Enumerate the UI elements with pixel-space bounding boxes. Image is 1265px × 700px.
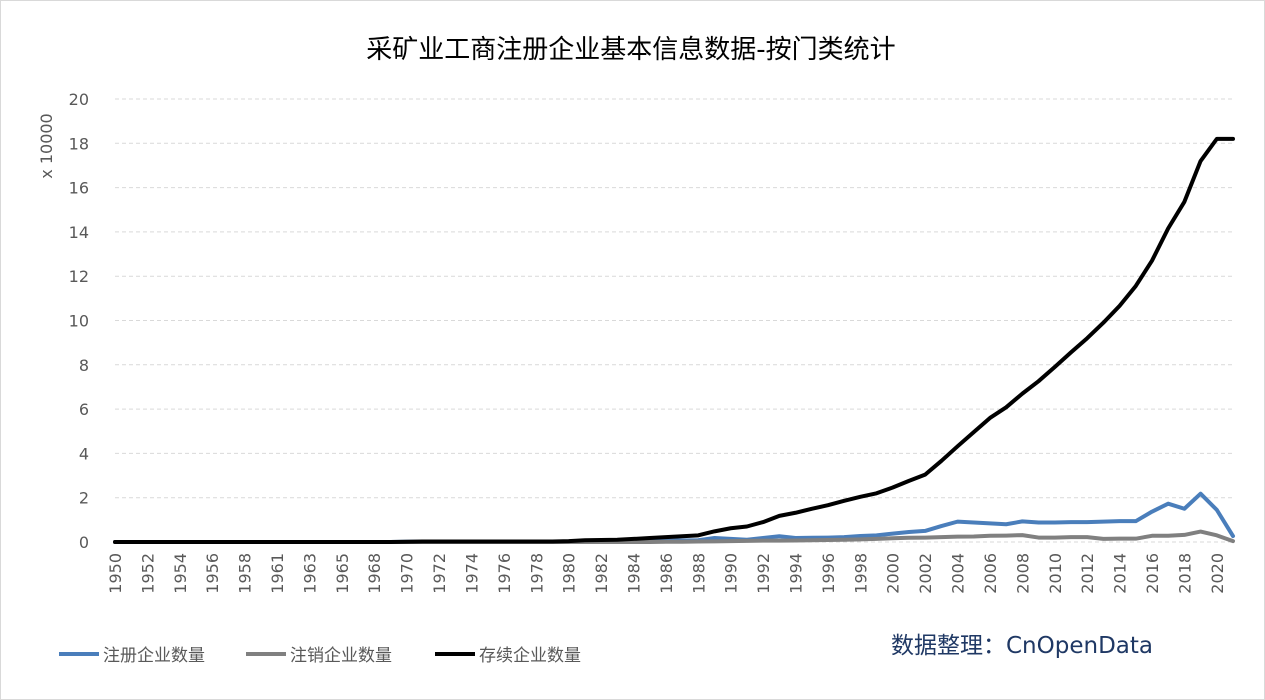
x-tick-label: 1972 xyxy=(430,553,449,594)
y-tick-label: 4 xyxy=(79,444,89,463)
x-tick-label: 2004 xyxy=(949,553,968,594)
x-tick-label: 1986 xyxy=(657,553,676,594)
x-tick-label: 1970 xyxy=(398,553,417,594)
x-tick-label: 1974 xyxy=(462,553,481,594)
x-tick-label: 1980 xyxy=(560,553,579,594)
legend-label: 注册企业数量 xyxy=(103,646,205,666)
x-tick-label: 1958 xyxy=(236,553,255,594)
x-tick-label: 2010 xyxy=(1046,553,1065,594)
x-tick-label: 1990 xyxy=(722,553,741,594)
y-axis-label: x 10000 xyxy=(37,113,56,178)
x-tick-label: 1963 xyxy=(300,553,319,594)
chart-title: 采矿业工商注册企业基本信息数据-按门类统计 xyxy=(366,35,895,65)
legend-label: 注销企业数量 xyxy=(290,646,392,666)
x-tick-label: 2002 xyxy=(916,553,935,594)
y-tick-label: 12 xyxy=(69,267,89,286)
x-tick-label: 1976 xyxy=(495,553,514,594)
y-tick-label: 8 xyxy=(79,356,89,375)
source-note: 数据整理：CnOpenData xyxy=(891,633,1153,659)
y-tick-label: 20 xyxy=(69,90,89,109)
x-tick-label: 2018 xyxy=(1175,553,1194,594)
x-tick-label: 2012 xyxy=(1078,553,1097,594)
y-tick-label: 0 xyxy=(79,533,89,552)
x-tick-label: 1950 xyxy=(106,553,125,594)
legend-label: 存续企业数量 xyxy=(479,646,581,666)
x-tick-label: 2006 xyxy=(981,553,1000,594)
y-tick-label: 16 xyxy=(69,179,89,198)
x-tick-label: 1998 xyxy=(851,553,870,594)
x-tick-label: 2016 xyxy=(1143,553,1162,594)
y-axis-ticks: 0 2 4 6 8 10 12 14 16 18 20 xyxy=(69,90,89,552)
x-tick-label: 2014 xyxy=(1111,553,1130,594)
x-tick-label: 1982 xyxy=(592,553,611,594)
x-tick-label: 1952 xyxy=(138,553,157,594)
legend: 注册企业数量 注销企业数量 存续企业数量 xyxy=(59,646,581,666)
x-tick-label: 2000 xyxy=(884,553,903,594)
series-line-3 xyxy=(113,136,1235,544)
x-tick-label: 1992 xyxy=(754,553,773,594)
y-tick-label: 10 xyxy=(69,312,89,331)
x-tick-label: 1984 xyxy=(624,553,643,594)
y-tick-label: 18 xyxy=(69,134,89,153)
y-tick-label: 6 xyxy=(79,400,89,419)
x-tick-label: 1994 xyxy=(787,553,806,594)
x-axis-ticks: 1950 1952 1954 1956 1958 1961 1963 1965 1968 1970… xyxy=(106,553,1227,594)
x-tick-label: 1988 xyxy=(689,553,708,594)
y-tick-label: 2 xyxy=(79,489,89,508)
x-tick-label: 1956 xyxy=(203,553,222,594)
x-tick-label: 1968 xyxy=(365,553,384,594)
y-tick-label: 14 xyxy=(69,223,89,242)
x-tick-label: 2008 xyxy=(1013,553,1032,594)
gridlines xyxy=(115,98,1233,543)
x-tick-label: 2020 xyxy=(1208,553,1227,594)
x-tick-label: 1961 xyxy=(268,553,287,594)
x-tick-label: 1954 xyxy=(171,553,190,594)
x-tick-label: 1978 xyxy=(527,553,546,594)
x-tick-label: 1965 xyxy=(333,553,352,594)
x-tick-label: 1996 xyxy=(819,553,838,594)
series-lines xyxy=(113,136,1235,544)
